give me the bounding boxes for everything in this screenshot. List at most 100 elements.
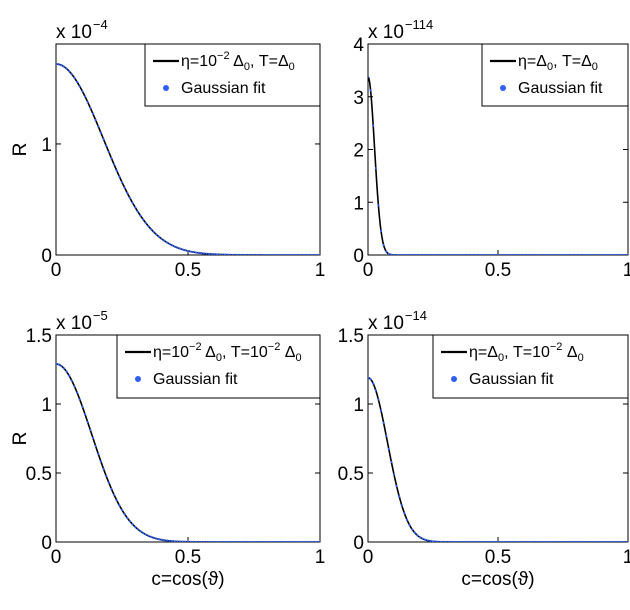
series-line — [368, 376, 628, 542]
legend-box — [481, 43, 629, 107]
fit-point — [318, 540, 320, 542]
fit-point — [134, 525, 137, 529]
x-tick-label: 0 — [51, 260, 62, 281]
fit-point — [489, 540, 492, 542]
fit-point — [181, 540, 184, 542]
fit-point — [372, 124, 375, 127]
fit-point — [115, 169, 118, 172]
fit-point — [457, 253, 461, 255]
fit-point — [525, 253, 528, 255]
fit-point — [624, 540, 627, 542]
y-tick-label: 0.5 — [26, 464, 52, 485]
fit-point — [543, 253, 546, 255]
fit-point — [426, 253, 429, 255]
fit-point — [189, 250, 192, 253]
fit-point — [186, 540, 190, 542]
fit-point — [178, 247, 182, 250]
fit-point — [252, 253, 256, 255]
fit-point — [541, 253, 544, 255]
fit-point — [616, 540, 619, 542]
fit-point — [68, 374, 71, 377]
fit-point — [105, 474, 108, 477]
fit-point — [564, 540, 567, 542]
fit-point — [431, 540, 435, 542]
legend-box — [144, 43, 321, 107]
fit-point — [163, 539, 166, 542]
fit-point — [112, 493, 116, 496]
y-multiplier-label: x 10−114 — [368, 17, 433, 43]
fit-point — [569, 540, 572, 542]
fit-point — [197, 251, 200, 254]
fit-point — [483, 540, 487, 542]
chart-panel-bottom-right: 0 0.5 1 0 0.5 1 1.5x 10−14 c=cos(ϑ) η=Δ0, T=10−2… — [338, 308, 630, 590]
fit-point — [368, 75, 370, 78]
fit-point — [115, 499, 118, 502]
fit-point — [561, 540, 565, 542]
fit-point — [541, 540, 544, 542]
legend-entry-fit: Gaussian fit — [153, 371, 238, 388]
fit-point — [442, 253, 445, 255]
fit-point — [200, 252, 203, 255]
fit-point — [559, 540, 562, 542]
fit-point — [439, 253, 442, 255]
fit-point — [390, 253, 393, 255]
fit-point — [279, 540, 282, 542]
fit-point — [424, 253, 427, 255]
fit-point — [572, 253, 575, 255]
fit-point — [89, 106, 92, 109]
fit-point — [223, 540, 227, 542]
fit-point — [509, 253, 513, 255]
fit-point — [379, 229, 383, 232]
fit-point — [600, 253, 604, 255]
y-tick-label: 0.5 — [338, 464, 364, 485]
fit-point — [202, 540, 205, 542]
fit-point — [208, 252, 211, 255]
fit-point — [525, 540, 528, 542]
fit-point — [136, 528, 139, 531]
fit-point — [444, 253, 448, 255]
fit-point — [450, 253, 453, 255]
fit-point — [476, 540, 479, 542]
x-tick-label: 0 — [51, 547, 62, 568]
fit-point — [569, 253, 572, 255]
x-tick-label: 1 — [315, 260, 326, 281]
fit-point — [429, 539, 432, 542]
fit-point — [491, 540, 494, 542]
fit-point — [613, 540, 617, 542]
fit-point — [171, 540, 174, 542]
fit-point — [486, 540, 489, 542]
fit-point — [176, 246, 179, 249]
x-tick-label: 1 — [623, 260, 630, 281]
fit-point — [368, 376, 370, 379]
fit-point — [120, 508, 124, 512]
y-tick-label: 0 — [353, 533, 364, 554]
fit-point — [91, 112, 95, 115]
fit-point — [89, 428, 92, 432]
fit-point — [574, 540, 578, 542]
fit-point — [268, 253, 271, 255]
fit-point — [178, 540, 182, 542]
fit-point — [483, 253, 487, 255]
fit-point — [421, 253, 424, 255]
fit-point — [242, 540, 245, 542]
fit-point — [173, 540, 176, 542]
fit-point — [598, 253, 601, 255]
legend-dot-swatch — [163, 85, 169, 91]
fit-point — [231, 540, 234, 542]
fit-point — [192, 250, 195, 254]
fit-point — [608, 540, 611, 542]
fit-point — [403, 253, 406, 255]
y-tick-label: 0 — [353, 246, 364, 267]
fit-point — [369, 378, 372, 381]
fit-point — [517, 253, 520, 255]
fit-point — [65, 67, 68, 70]
fit-point — [463, 540, 466, 542]
fit-point — [134, 206, 137, 209]
y-tick-label: 0 — [41, 246, 52, 267]
fit-point — [442, 540, 445, 542]
legend-entry-fit: Gaussian fit — [181, 80, 266, 97]
fit-point — [580, 253, 583, 255]
fit-point — [160, 538, 163, 541]
fit-point — [316, 253, 319, 255]
fit-point — [142, 531, 145, 535]
